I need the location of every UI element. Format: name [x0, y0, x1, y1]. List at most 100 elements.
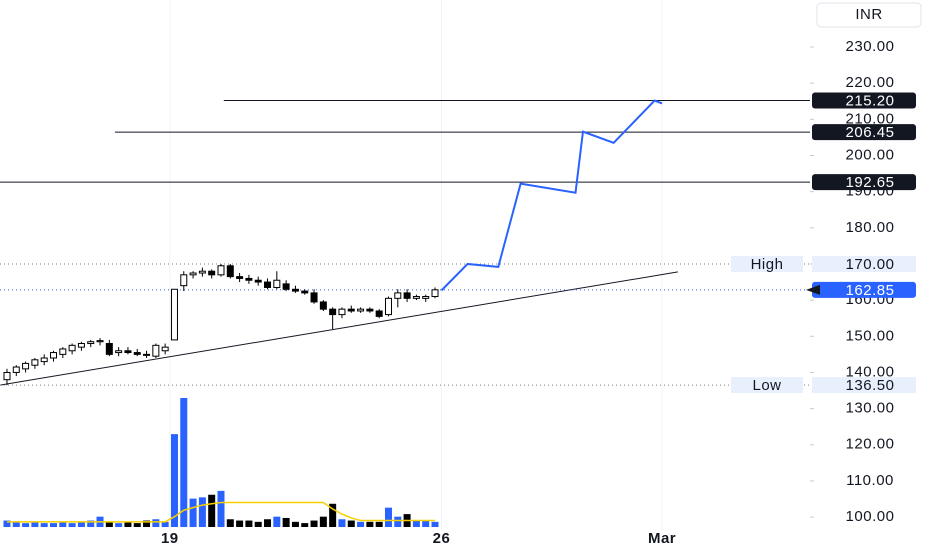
volume-bar [68, 523, 76, 527]
candle-body [59, 348, 67, 355]
candle-body [319, 301, 327, 310]
last-price-box [812, 281, 916, 298]
candle-body [226, 265, 234, 278]
volume-bar [50, 523, 58, 527]
volume-bar [431, 521, 439, 527]
y-tick-label: 230.00 [846, 38, 895, 55]
y-tick-label: 200.00 [846, 146, 895, 163]
y-tick-label: 100.00 [846, 508, 895, 525]
volume-bar [329, 503, 337, 527]
volume-ma [6, 501, 436, 523]
candle-body [329, 308, 337, 316]
volume-bar [22, 523, 30, 527]
y-tick-label: 130.00 [846, 400, 895, 417]
level-label: 136.50 [846, 377, 895, 394]
level-label: 206.45 [846, 124, 895, 141]
candle-body [133, 352, 141, 355]
candle-body [384, 297, 392, 316]
volume-bar [291, 521, 299, 527]
volume-bar [105, 521, 113, 527]
candle-body [189, 272, 197, 276]
volume-bar [357, 521, 365, 527]
volume-bar [422, 520, 430, 527]
level-label-box [812, 92, 916, 109]
candle-body [282, 283, 290, 290]
volume-bar [31, 521, 39, 527]
trend-line [0, 271, 678, 386]
candle-body [22, 362, 30, 370]
volume-bar [12, 521, 20, 527]
candle-body [170, 288, 178, 341]
candle-body [422, 296, 430, 299]
volume-bar [366, 521, 374, 527]
candle-body [143, 353, 151, 356]
level-label: 192.65 [846, 174, 895, 191]
volume-bar [189, 498, 197, 527]
volume-bar [384, 507, 392, 527]
y-tick-label: 220.00 [846, 74, 895, 91]
level-label-box [812, 377, 916, 394]
level-label: 215.20 [846, 92, 895, 109]
volume-bar [77, 521, 85, 527]
volume-bar [254, 521, 262, 527]
volume-bar [87, 520, 95, 527]
candle-body [254, 279, 262, 283]
candle-body [96, 340, 104, 343]
candle-body [310, 292, 318, 303]
volume-bar [375, 521, 383, 527]
y-tick-label: 120.00 [846, 436, 895, 453]
candle-body [347, 308, 355, 312]
volume-bar [180, 398, 188, 527]
candle-body [264, 281, 272, 288]
last-price-arrow [806, 284, 820, 295]
volume-bar [152, 519, 160, 527]
currency[interactable]: INR [855, 6, 882, 23]
candle-body [3, 371, 11, 381]
volume-bar [347, 520, 355, 527]
candle-body [68, 344, 76, 352]
y-tick-label: 180.00 [846, 219, 895, 236]
candle-body [217, 265, 225, 276]
level-name-box [731, 255, 803, 272]
level-label-box [812, 174, 916, 191]
currency-box[interactable] [816, 2, 922, 28]
volume-bar [245, 520, 253, 527]
level-label-box [812, 124, 916, 141]
candle-body [403, 292, 411, 299]
volume-bar [133, 523, 141, 527]
volume-bar [161, 521, 169, 527]
volume-bar [301, 523, 309, 527]
y-tick-label: 140.00 [846, 363, 895, 380]
candle-body [366, 308, 374, 312]
volume-bar [273, 516, 281, 527]
candle-body [105, 343, 113, 355]
candle-body [245, 277, 253, 281]
level-label: 170.00 [846, 256, 895, 273]
volume-bar [170, 434, 178, 527]
candle-body [124, 350, 132, 354]
candle-body [236, 276, 244, 279]
x-tick-label: Mar [648, 530, 676, 547]
volume-bar [3, 520, 11, 527]
y-tick-label: 210.00 [846, 110, 895, 127]
candle-body [357, 308, 365, 312]
volume-bar [40, 523, 48, 527]
y-tick-label: 150.00 [846, 327, 895, 344]
level-name: High [751, 256, 784, 273]
candle-body [208, 270, 216, 276]
candle-body [152, 344, 160, 357]
candle-body [161, 346, 169, 352]
candle-body [291, 288, 299, 292]
y-tick-label: 110.00 [846, 472, 894, 489]
volume-bar [412, 520, 420, 527]
candle-body [180, 274, 188, 287]
candle-body [273, 279, 281, 288]
volume-bar [236, 520, 244, 527]
level-name: Low [752, 377, 781, 394]
candle-body [338, 308, 346, 316]
volume-bar [319, 516, 327, 527]
volume-bar [310, 520, 318, 527]
candle-body [198, 270, 206, 274]
candle-body [87, 341, 95, 345]
level-label-box [812, 255, 916, 272]
